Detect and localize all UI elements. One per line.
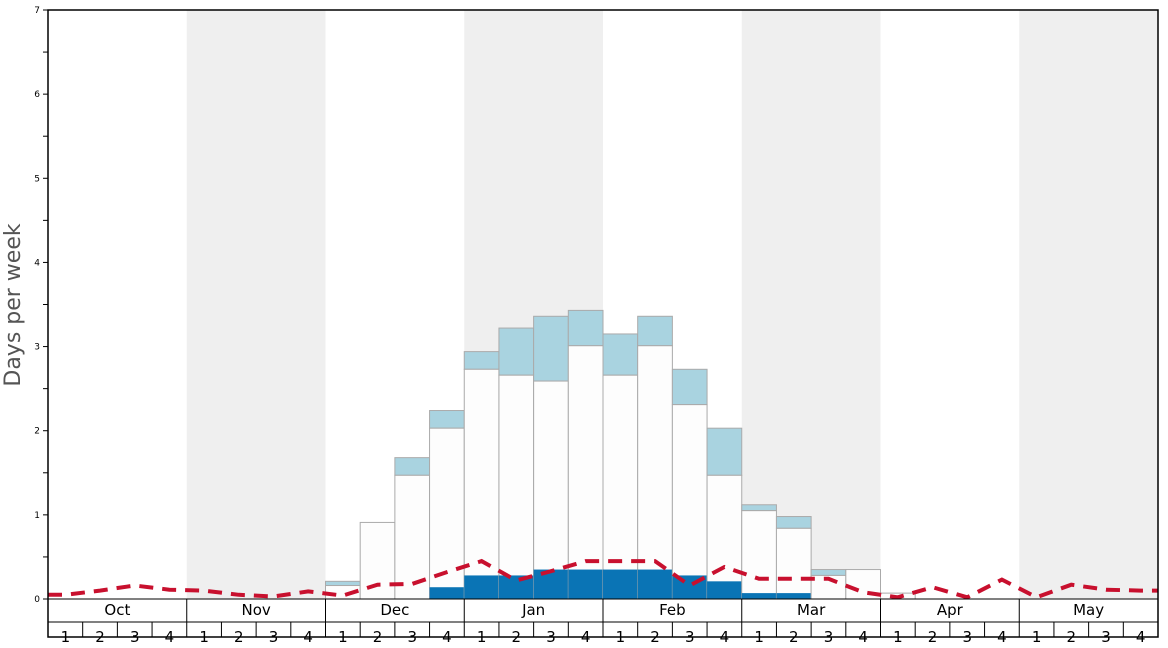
bar-light-19 xyxy=(706,427,743,476)
y-ticks: 0 1 2 3 4 5 6 7 xyxy=(34,6,48,605)
week-label: 4 xyxy=(442,628,452,646)
month-axis: Oct Nov Dec Jan Feb Mar Apr May xyxy=(104,599,1104,622)
bar-white-14 xyxy=(533,380,569,600)
bar-dark-19 xyxy=(707,581,742,599)
bar-light-13 xyxy=(498,327,535,376)
y-tick-label: 1 xyxy=(34,511,40,521)
month-label: Mar xyxy=(797,601,826,619)
week-label: 2 xyxy=(234,628,244,646)
week-label: 1 xyxy=(1032,628,1042,646)
bar-white-21 xyxy=(775,527,812,600)
bar-light-21 xyxy=(775,516,812,529)
week-label: 1 xyxy=(893,628,903,646)
week-label: 4 xyxy=(858,628,868,646)
y-tick-label: 5 xyxy=(34,174,40,184)
week-label: 3 xyxy=(407,628,417,646)
month-label: May xyxy=(1073,601,1104,619)
week-label: 3 xyxy=(269,628,279,646)
dashed-line-series xyxy=(48,558,1158,600)
bar-light-18 xyxy=(671,368,708,406)
month-label: Oct xyxy=(104,601,130,619)
week-label: 1 xyxy=(338,628,348,646)
bar-white-9 xyxy=(359,521,396,600)
bar-white-15 xyxy=(567,345,604,600)
y-tick-label: 0 xyxy=(34,595,40,605)
bar-light-8 xyxy=(325,580,361,587)
bar-white-18 xyxy=(671,404,708,600)
bar-light-20 xyxy=(741,504,777,512)
bar-dark-15 xyxy=(568,569,603,599)
bar-white-20 xyxy=(741,510,777,600)
week-label: 4 xyxy=(581,628,591,646)
week-label: 2 xyxy=(928,628,938,646)
week-label: 4 xyxy=(303,628,313,646)
bar-white-12 xyxy=(463,368,500,600)
week-label: 2 xyxy=(512,628,522,646)
y-tick-label: 6 xyxy=(34,90,40,100)
bar-light-11 xyxy=(429,410,465,429)
y-tick-label: 7 xyxy=(34,6,40,16)
week-label: 2 xyxy=(650,628,660,646)
bar-light-14 xyxy=(533,315,569,382)
bar-light-17 xyxy=(637,315,673,347)
y-tick-label: 4 xyxy=(34,258,40,268)
bar-light-15 xyxy=(567,309,604,347)
week-label: 3 xyxy=(962,628,972,646)
bar-white-23 xyxy=(845,569,881,600)
month-label: Apr xyxy=(937,601,964,619)
week-axis: 1 2 3 4 1 2 3 4 1 2 3 4 1 2 3 4 1 2 3 4 1 2 3 4 1 2 3 4 1 2 3 4 xyxy=(61,622,1146,646)
week-label: 3 xyxy=(1101,628,1111,646)
month-label: Nov xyxy=(241,601,270,619)
week-label: 1 xyxy=(477,628,487,646)
bar-light-12 xyxy=(463,351,500,370)
week-label: 4 xyxy=(1136,628,1146,646)
week-label: 3 xyxy=(546,628,556,646)
week-label: 2 xyxy=(1067,628,1077,646)
month-label: Jan xyxy=(521,601,545,619)
month-shade-may xyxy=(1019,10,1158,599)
bar-dark-14 xyxy=(533,569,569,599)
month-shading xyxy=(186,10,1158,599)
week-label: 4 xyxy=(165,628,175,646)
week-label: 1 xyxy=(61,628,71,646)
bar-white-16 xyxy=(602,374,639,600)
bar-white-13 xyxy=(498,374,535,600)
bar-dark-21 xyxy=(776,593,812,599)
dashed-line xyxy=(48,558,1158,600)
bar-light-16 xyxy=(602,333,639,376)
week-label: 2 xyxy=(373,628,383,646)
bar-dark-12 xyxy=(464,575,499,599)
week-label: 2 xyxy=(95,628,105,646)
month-shade-nov xyxy=(186,10,326,599)
y-axis-label: Days per week xyxy=(1,223,26,386)
month-label: Feb xyxy=(659,601,686,619)
y-tick-label: 2 xyxy=(34,427,40,437)
bar-dark-13 xyxy=(498,575,534,599)
week-label: 4 xyxy=(720,628,730,646)
week-label: 1 xyxy=(754,628,764,646)
month-label: Dec xyxy=(380,601,409,619)
bar-dark-17 xyxy=(637,569,673,599)
bar-white-17 xyxy=(637,345,673,600)
week-label: 3 xyxy=(130,628,140,646)
week-label: 3 xyxy=(824,628,834,646)
bar-light-10 xyxy=(394,457,431,476)
week-label: 1 xyxy=(199,628,209,646)
bar-dark-20 xyxy=(741,593,777,599)
week-label: 1 xyxy=(616,628,626,646)
y-tick-label: 3 xyxy=(34,343,40,353)
bar-dark-11 xyxy=(429,587,465,599)
bar-white-19 xyxy=(706,474,743,600)
week-label: 4 xyxy=(997,628,1007,646)
week-label: 2 xyxy=(789,628,799,646)
bar-dark-16 xyxy=(603,569,638,599)
week-label: 3 xyxy=(685,628,695,646)
month-shade-mar xyxy=(741,10,881,599)
bar-light-22 xyxy=(810,569,847,576)
